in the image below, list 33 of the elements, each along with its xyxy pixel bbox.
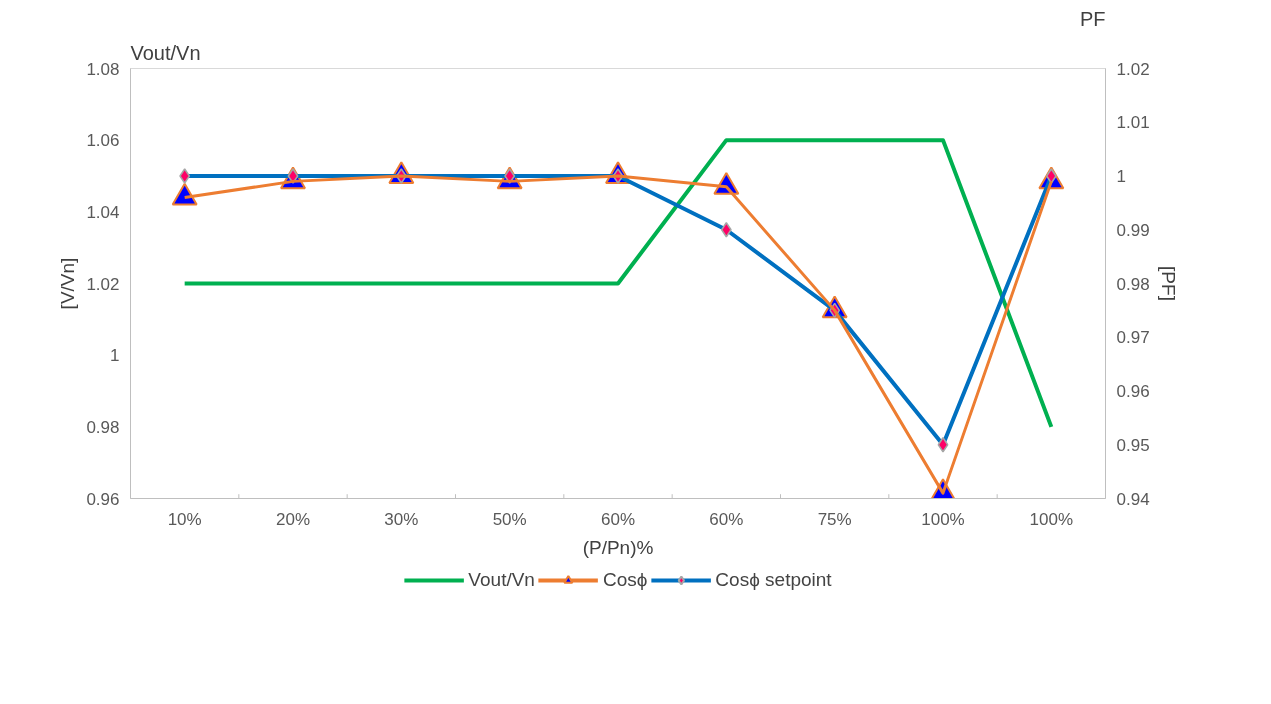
y-tick-label: 1.02 [86, 274, 120, 294]
legend-label: Cosϕ setpoint [715, 569, 832, 591]
x-tick-label: 30% [384, 509, 419, 529]
y2-tick-label: 1 [1116, 167, 1126, 186]
x-tick-label: 100% [1029, 509, 1074, 529]
x-tick-label: 10% [167, 509, 202, 529]
legend-label: Vout/Vn [468, 569, 535, 591]
y-axis-title: [V/Vn] [57, 257, 79, 310]
y2-tick-label: 1.02 [1116, 59, 1150, 79]
y2-tick-label: 1.01 [1116, 113, 1150, 133]
x-tick-label: 100% [921, 509, 965, 529]
text: Vout/Vn [130, 41, 201, 64]
y-tick-label: 0.96 [86, 489, 120, 509]
x-tick-label: 60% [600, 509, 636, 529]
y2-tick-label: 0.95 [1116, 435, 1150, 455]
legend-label: Cosϕ [602, 569, 648, 591]
y-tick-label: 1.06 [86, 131, 120, 151]
x-tick-label: 60% [709, 509, 744, 529]
y2-tick-label: 0.94 [1116, 489, 1150, 509]
y2-axis-title: [PF] [1157, 266, 1179, 301]
x-tick-label: 50% [492, 509, 527, 529]
y2-tick-label: 0.98 [1116, 274, 1150, 294]
y-tick-label: 0.98 [86, 417, 120, 437]
y-tick-label: 1.04 [86, 202, 120, 222]
y2-tick-label: 0.96 [1116, 382, 1150, 401]
x-tick-label: 20% [275, 509, 311, 529]
y2-tick-label: 0.99 [1116, 220, 1150, 240]
y-tick-label: 1.08 [86, 59, 120, 79]
y2-tick-label: 0.97 [1116, 328, 1150, 348]
x-axis-title: (P/Pn)% [582, 536, 654, 558]
y-tick-label: 1 [110, 346, 120, 366]
x-tick-label: 75% [817, 509, 852, 529]
text: PF [1079, 7, 1106, 30]
